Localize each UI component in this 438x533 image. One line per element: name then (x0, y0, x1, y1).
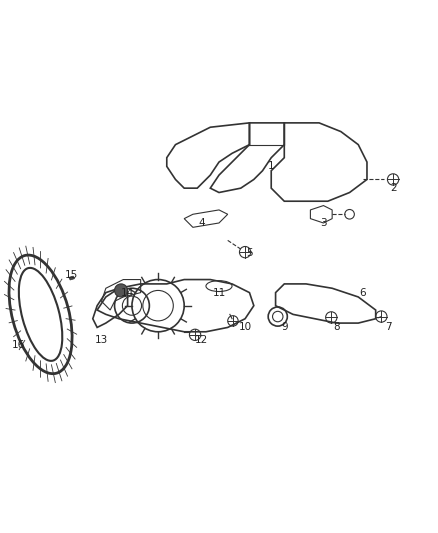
Text: 3: 3 (320, 218, 327, 228)
Ellipse shape (19, 268, 62, 361)
Text: 1: 1 (268, 161, 275, 172)
Text: 10: 10 (239, 322, 252, 333)
Text: 4: 4 (198, 218, 205, 228)
Text: 2: 2 (390, 183, 396, 193)
Circle shape (115, 284, 127, 297)
Text: 7: 7 (385, 322, 392, 333)
Text: 5: 5 (246, 248, 253, 259)
Text: 14: 14 (121, 288, 134, 297)
Polygon shape (69, 276, 74, 280)
Text: 16: 16 (12, 340, 25, 350)
Text: 9: 9 (281, 322, 288, 333)
Text: 8: 8 (333, 322, 340, 333)
Text: 6: 6 (359, 288, 366, 297)
Text: 13: 13 (95, 335, 108, 345)
Text: 15: 15 (64, 270, 78, 280)
Text: 12: 12 (195, 335, 208, 345)
Text: 11: 11 (212, 288, 226, 297)
